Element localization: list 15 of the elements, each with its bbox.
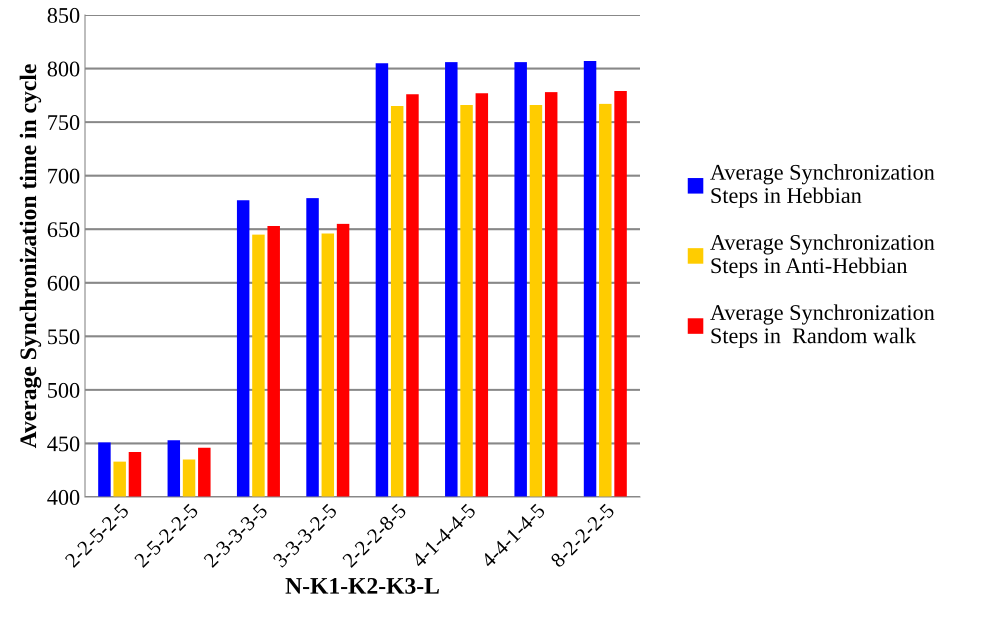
y-tick-label: 600 [48, 276, 80, 291]
y-tick-label: 850 [48, 8, 80, 23]
x-axis-title: N-K1-K2-K3-L [286, 578, 439, 594]
y-tick-label: 650 [48, 222, 80, 238]
y-tick-label: 450 [47, 436, 80, 452]
y-tick-label: 400 [47, 490, 80, 505]
y-tick-label: 550 [48, 329, 80, 344]
y-tick-label: 800 [48, 61, 80, 76]
legend-label: Average Synchronization Steps in Anti-Hebbian [710, 234, 934, 278]
legend-label: Average Synchronization Steps in Hebbian [710, 164, 934, 208]
y-tick-label: 750 [48, 115, 80, 130]
y-tick-label: 500 [48, 382, 80, 398]
y-axis-title: Average Synchronization time in cycle [20, 64, 42, 448]
y-tick-label: 700 [48, 168, 80, 184]
legend-label: Average Synchronization Steps in Random walk [710, 304, 934, 348]
